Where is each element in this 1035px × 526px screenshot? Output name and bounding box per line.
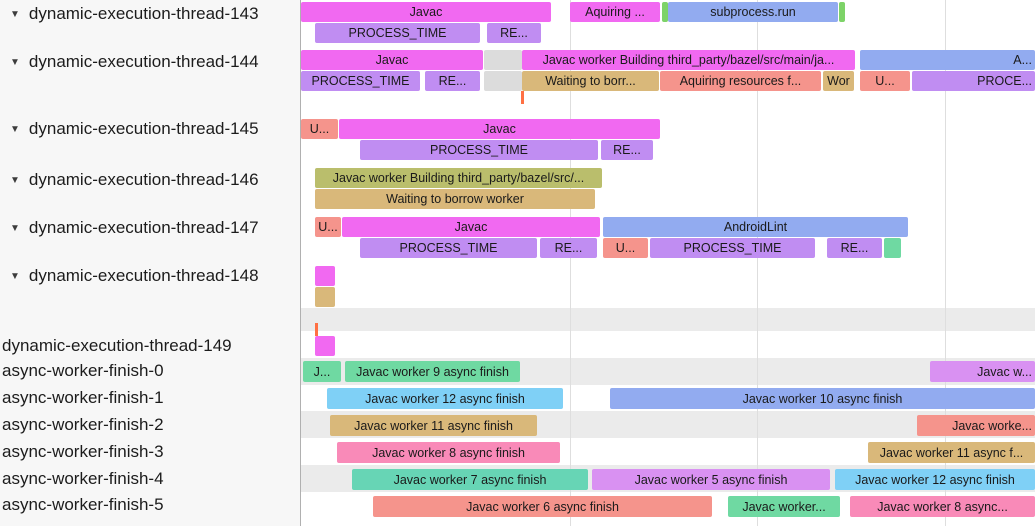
track-label-dynamic-execution-thread-146[interactable]: ▼ dynamic-execution-thread-146	[0, 169, 300, 191]
expand-triangle-icon: ▼	[10, 270, 20, 282]
instant-event-tick[interactable]	[315, 323, 318, 336]
trace-slice[interactable]	[484, 71, 522, 91]
trace-slice[interactable]: Waiting to borr...	[522, 71, 659, 91]
expand-triangle-icon: ▼	[10, 174, 20, 186]
trace-slice[interactable]: Aquiring ...	[570, 2, 660, 22]
trace-slice[interactable]: Javac worker 8 async...	[850, 496, 1035, 517]
trace-slice[interactable]: Javac worker 6 async finish	[373, 496, 712, 517]
trace-slice[interactable]: Javac worker 7 async finish	[352, 469, 588, 490]
track-name-text: dynamic-execution-thread-145	[28, 119, 259, 138]
track-name-text: async-worker-finish-4	[2, 469, 164, 488]
track-label-async-worker-finish-0[interactable]: async-worker-finish-0	[0, 360, 302, 382]
track-label-dynamic-execution-thread-144[interactable]: ▼ dynamic-execution-thread-144	[0, 51, 300, 73]
track-label-async-worker-finish-3[interactable]: async-worker-finish-3	[0, 441, 302, 463]
track-label-async-worker-finish-5[interactable]: async-worker-finish-5	[0, 494, 302, 516]
trace-slice[interactable]: RE...	[540, 238, 597, 258]
trace-slice[interactable]: PROCESS_TIME	[301, 71, 420, 91]
timeline-canvas[interactable]: Javac Aquiring ... subprocess.run PROCESS_T…	[301, 0, 1035, 526]
trace-slice[interactable]	[839, 2, 845, 22]
trace-slice[interactable]: U...	[301, 119, 338, 139]
track-label-async-worker-finish-4[interactable]: async-worker-finish-4	[0, 468, 302, 490]
trace-slice[interactable]: Javac worker 12 async finish	[327, 388, 563, 409]
trace-slice[interactable]: Javac worker 10 async finish	[610, 388, 1035, 409]
trace-slice[interactable]	[484, 50, 522, 70]
trace-slice[interactable]: PROCESS_TIME	[360, 140, 598, 160]
trace-slice[interactable]: PROCESS_TIME	[315, 23, 480, 43]
track-name-text: dynamic-execution-thread-147	[28, 218, 259, 237]
trace-slice[interactable]: Javac worker...	[728, 496, 840, 517]
trace-slice[interactable]: Javac worke...	[917, 415, 1035, 436]
track-name-text: async-worker-finish-5	[2, 495, 164, 514]
track-label-dynamic-execution-thread-148[interactable]: ▼ dynamic-execution-thread-148	[0, 265, 300, 287]
trace-slice[interactable]: Javac worker 9 async finish	[345, 361, 520, 382]
trace-slice[interactable]: Javac worker 11 async f...	[868, 442, 1035, 463]
expand-triangle-icon: ▼	[10, 56, 20, 68]
trace-slice[interactable]: PROCE...	[912, 71, 1035, 91]
trace-slice[interactable]: Javac worker Building third_party/bazel/…	[522, 50, 855, 70]
track-label-dynamic-execution-thread-143[interactable]: ▼ dynamic-execution-thread-143	[0, 3, 300, 25]
instant-event-tick[interactable]	[521, 91, 524, 104]
trace-slice[interactable]: AndroidLint	[603, 217, 908, 237]
trace-slice[interactable]	[315, 266, 335, 286]
track-label-dynamic-execution-thread-147[interactable]: ▼ dynamic-execution-thread-147	[0, 217, 300, 239]
track-name-text: async-worker-finish-3	[2, 442, 164, 461]
time-gridline	[570, 0, 571, 526]
trace-slice[interactable]	[884, 238, 901, 258]
expand-triangle-icon: ▼	[10, 123, 20, 135]
trace-slice[interactable]: Javac worker 8 async finish	[337, 442, 560, 463]
track-name-text: dynamic-execution-thread-149	[2, 336, 232, 355]
track-label-dynamic-execution-thread-149[interactable]: dynamic-execution-thread-149	[0, 335, 302, 357]
trace-slice[interactable]: Javac worker 5 async finish	[592, 469, 830, 490]
expand-triangle-icon: ▼	[10, 8, 20, 20]
expand-triangle-icon: ▼	[10, 222, 20, 234]
trace-slice[interactable]: U...	[603, 238, 648, 258]
trace-slice[interactable]	[315, 287, 335, 307]
trace-slice[interactable]: Aquiring resources f...	[660, 71, 821, 91]
trace-slice[interactable]: PROCESS_TIME	[360, 238, 537, 258]
trace-slice[interactable]: Javac	[301, 2, 551, 22]
trace-slice[interactable]: Javac	[339, 119, 660, 139]
trace-slice[interactable]: U...	[860, 71, 910, 91]
track-name-text: dynamic-execution-thread-148	[28, 266, 259, 285]
trace-slice[interactable]: J...	[303, 361, 341, 382]
time-gridline	[757, 0, 758, 526]
trace-slice[interactable]: RE...	[827, 238, 882, 258]
track-name-text: dynamic-execution-thread-144	[28, 52, 259, 71]
trace-slice[interactable]: RE...	[425, 71, 480, 91]
track-name-text: dynamic-execution-thread-143	[28, 4, 259, 23]
trace-slice[interactable]: Javac	[342, 217, 600, 237]
trace-slice[interactable]: RE...	[601, 140, 653, 160]
trace-slice[interactable]: U...	[315, 217, 341, 237]
trace-slice[interactable]	[315, 336, 335, 356]
trace-slice[interactable]: Javac worker 11 async finish	[330, 415, 537, 436]
trace-slice[interactable]	[662, 2, 668, 22]
track-label-async-worker-finish-2[interactable]: async-worker-finish-2	[0, 414, 302, 436]
track-name-text: async-worker-finish-0	[2, 361, 164, 380]
track-name-text: async-worker-finish-2	[2, 415, 164, 434]
track-name-text: dynamic-execution-thread-146	[28, 170, 259, 189]
trace-slice[interactable]: A...	[860, 50, 1035, 70]
track-label-async-worker-finish-1[interactable]: async-worker-finish-1	[0, 387, 302, 409]
time-gridline	[945, 0, 946, 526]
track-name-sidebar: ▼ dynamic-execution-thread-143 ▼ dynamic-ex…	[0, 0, 301, 526]
trace-slice[interactable]: Waiting to borrow worker	[315, 189, 595, 209]
row-background-band	[301, 308, 1035, 331]
trace-slice[interactable]: Javac worker Building third_party/bazel/…	[315, 168, 602, 188]
trace-slice[interactable]: RE...	[487, 23, 541, 43]
trace-slice[interactable]: subprocess.run	[668, 2, 838, 22]
trace-slice[interactable]: Javac w...	[930, 361, 1035, 382]
trace-slice[interactable]: Javac worker 12 async finish	[835, 469, 1035, 490]
track-name-text: async-worker-finish-1	[2, 388, 164, 407]
trace-slice[interactable]: Javac	[301, 50, 483, 70]
trace-slice[interactable]: PROCESS_TIME	[650, 238, 815, 258]
trace-slice[interactable]: Wor	[823, 71, 854, 91]
track-label-dynamic-execution-thread-145[interactable]: ▼ dynamic-execution-thread-145	[0, 118, 300, 140]
